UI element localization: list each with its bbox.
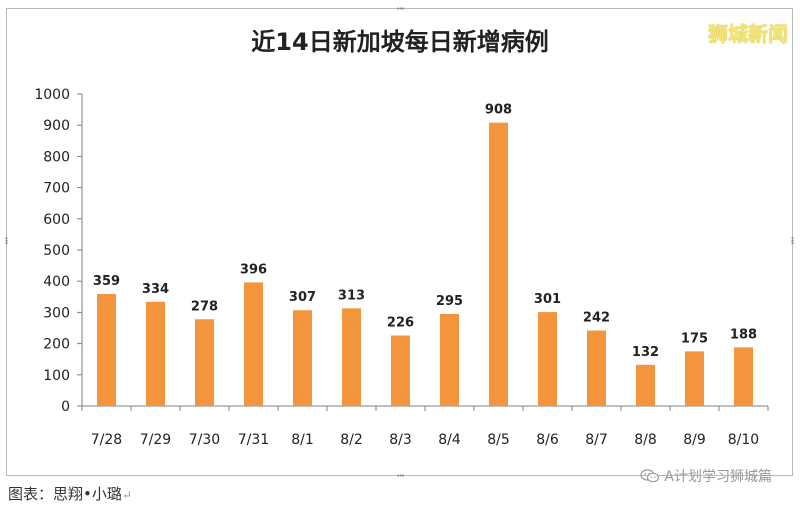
x-tick-label: 8/4 xyxy=(438,432,461,448)
data-labels: 359 334 278 396 307 313 226 295 908 301 242 132 175 1… xyxy=(93,103,757,360)
data-label: 188 xyxy=(730,327,757,342)
x-tick-label: 7/30 xyxy=(189,432,220,448)
bar-8-7 xyxy=(587,330,606,406)
resize-handle-top[interactable] xyxy=(397,7,404,10)
resize-handle-left[interactable] xyxy=(5,237,8,244)
x-tick-label: 8/8 xyxy=(634,432,657,448)
y-tick-label: 0 xyxy=(61,399,70,415)
bar-8-8 xyxy=(636,364,655,406)
bar-8-10 xyxy=(734,347,753,406)
x-tick-label: 7/31 xyxy=(238,432,269,448)
x-axis: 7/28 7/29 7/30 7/31 8/1 8/2 8/3 8/4 8/5 8/6 8/7 8/8… xyxy=(81,405,769,448)
bar-8-3 xyxy=(391,335,410,406)
bar-8-2 xyxy=(342,308,361,406)
data-label: 313 xyxy=(338,288,365,303)
x-tick-label: 8/7 xyxy=(585,432,608,448)
bar-8-4 xyxy=(440,313,459,406)
paragraph-return-mark: ↵ xyxy=(121,488,132,502)
bar-8-1 xyxy=(293,310,312,406)
data-label: 132 xyxy=(632,345,659,360)
y-tick-label: 100 xyxy=(43,368,70,384)
bar-8-9 xyxy=(685,351,704,406)
chart-title: 近14日新加坡每日新增病例 xyxy=(251,28,549,56)
data-label: 242 xyxy=(583,310,610,325)
data-label: 175 xyxy=(681,331,708,346)
data-label: 301 xyxy=(534,292,561,307)
x-tick-label: 8/9 xyxy=(683,432,706,448)
x-tick-label: 8/5 xyxy=(487,432,510,448)
y-tick-label: 800 xyxy=(43,149,70,165)
y-tick-label: 600 xyxy=(43,212,70,228)
y-axis: 0 100 200 300 400 500 600 700 800 900 1000 xyxy=(34,87,83,415)
data-label: 396 xyxy=(240,262,267,277)
data-label: 226 xyxy=(387,315,414,330)
y-tick-label: 200 xyxy=(43,337,70,353)
data-label: 295 xyxy=(436,294,463,309)
x-tick-label: 8/2 xyxy=(340,432,363,448)
x-tick-label: 8/3 xyxy=(389,432,412,448)
wechat-account-name: A计划学习狮城篇 xyxy=(664,469,772,485)
bars xyxy=(97,122,753,406)
x-tick-label: 8/6 xyxy=(536,432,559,448)
data-label: 908 xyxy=(485,103,512,118)
wechat-attribution: A计划学习狮城篇 xyxy=(640,466,772,486)
y-tick-label: 900 xyxy=(43,118,70,134)
data-label: 334 xyxy=(142,282,169,297)
y-tick-label: 300 xyxy=(43,305,70,321)
y-tick-label: 1000 xyxy=(34,87,70,103)
x-tick-label: 8/10 xyxy=(728,432,759,448)
wechat-icon xyxy=(640,469,660,483)
bar-7-31 xyxy=(244,282,263,406)
bar-7-29 xyxy=(146,301,165,406)
x-tick-label: 7/29 xyxy=(140,432,171,448)
resize-handle-bottom[interactable] xyxy=(397,474,404,477)
data-label: 359 xyxy=(93,274,120,289)
x-tick-label: 7/28 xyxy=(91,432,122,448)
bar-7-30 xyxy=(195,319,214,406)
resize-handle-right[interactable] xyxy=(791,237,794,244)
x-tick-label: 8/1 xyxy=(291,432,314,448)
data-label: 307 xyxy=(289,290,316,305)
caption-text: 图表：思翔•小璐 xyxy=(8,485,122,503)
y-tick-label: 500 xyxy=(43,243,70,259)
y-tick-label: 700 xyxy=(43,181,70,197)
y-tick-label: 400 xyxy=(43,274,70,290)
watermark-logo: 狮城新闻 xyxy=(708,22,788,46)
bar-8-5 xyxy=(489,122,508,406)
chart-caption: 图表：思翔•小璐↵ xyxy=(8,483,132,504)
bar-7-28 xyxy=(97,293,116,406)
data-label: 278 xyxy=(191,299,218,314)
bar-8-6 xyxy=(538,312,557,406)
